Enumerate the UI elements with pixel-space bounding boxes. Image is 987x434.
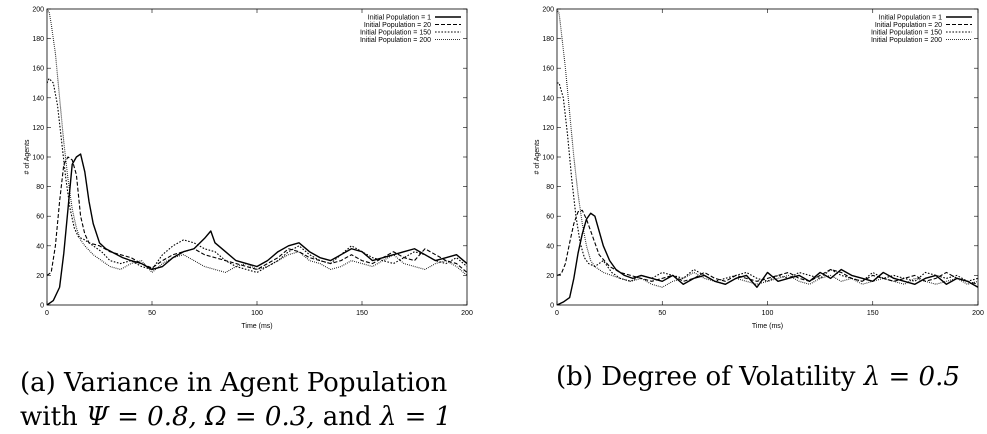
y-tick-label: 80 xyxy=(36,184,44,191)
y-tick-label: 0 xyxy=(550,303,554,310)
caption-a-psi: Ψ = 0.8, xyxy=(86,402,197,432)
x-tick-label: 0 xyxy=(45,310,49,317)
series-line-3 xyxy=(557,82,978,282)
caption-a-lambda: λ = 1 xyxy=(379,402,452,432)
series-line-2 xyxy=(47,156,467,276)
legend-label-2: Initial Population = 20 xyxy=(364,22,431,29)
y-tick-label: 200 xyxy=(542,7,554,14)
x-tick-label: 100 xyxy=(251,310,263,317)
legend-label-4: Initial Population = 200 xyxy=(871,37,942,44)
x-tick-label: 150 xyxy=(356,310,368,317)
legend-label-3: Initial Population = 150 xyxy=(360,29,431,36)
series-line-1 xyxy=(47,153,467,305)
y-tick-label: 140 xyxy=(32,95,44,102)
y-tick-label: 160 xyxy=(32,66,44,73)
y-tick-label: 0 xyxy=(40,303,44,310)
y-tick-label: 20 xyxy=(36,273,44,280)
x-tick-label: 200 xyxy=(972,310,984,317)
y-tick-label: 40 xyxy=(546,243,554,250)
y-tick-label: 160 xyxy=(542,66,554,73)
plot-frame xyxy=(556,8,979,306)
y-tick-label: 60 xyxy=(36,214,44,221)
caption-a-and: and xyxy=(322,402,372,432)
y-tick-label: 20 xyxy=(546,273,554,280)
y-tick-label: 200 xyxy=(32,7,44,14)
x-tick-label: 200 xyxy=(461,310,473,317)
y-tick-label: 120 xyxy=(32,125,44,132)
plot-frame xyxy=(46,8,468,306)
y-tick-label: 80 xyxy=(546,184,554,191)
caption-a-line1: (a) Variance in Agent Population xyxy=(20,368,448,398)
y-tick-label: 40 xyxy=(36,243,44,250)
series-line-1 xyxy=(557,212,978,305)
y-tick-label: 60 xyxy=(546,214,554,221)
series-line-4 xyxy=(47,9,467,276)
y-tick-label: 180 xyxy=(542,36,554,43)
y-tick-label: 120 xyxy=(542,125,554,132)
y-tick-label: 140 xyxy=(542,95,554,102)
legend-label-1: Initial Population = 1 xyxy=(368,14,431,21)
caption-b: (b) Degree of Volatility λ = 0.5 xyxy=(556,360,976,394)
chart-b: 0 20 40 60 80 100 120 140 160 180 200 0 50 100 150 200 T… xyxy=(534,7,984,331)
series-line-3 xyxy=(47,78,467,273)
chart-a: 0 20 40 60 80 100 120 140 160 180 200 0 50 100 150 200 T… xyxy=(24,7,473,331)
legend-label-4: Initial Population = 200 xyxy=(360,37,431,44)
x-tick-label: 0 xyxy=(555,310,559,317)
x-axis-label: Time (ms) xyxy=(241,323,272,330)
y-tick-label: 100 xyxy=(32,155,44,162)
x-axis-label: Time (ms) xyxy=(752,323,783,330)
caption-a-with: with xyxy=(20,402,78,432)
caption-a-line2: with Ψ = 0.8, Ω = 0.3, and λ = 1 xyxy=(20,400,465,434)
x-tick-label: 50 xyxy=(658,310,666,317)
y-tick-label: 180 xyxy=(32,36,44,43)
x-tick-label: 150 xyxy=(867,310,879,317)
caption-a-omega: Ω = 0.3, xyxy=(205,402,315,432)
series-line-4 xyxy=(557,9,978,288)
x-tick-label: 50 xyxy=(148,310,156,317)
x-tick-label: 100 xyxy=(762,310,774,317)
caption-b-lambda: λ = 0.5 xyxy=(863,362,960,392)
y-tick-label: 100 xyxy=(542,155,554,162)
y-axis-label: # of Agents xyxy=(24,139,31,175)
caption-b-prefix: (b) Degree of Volatility xyxy=(556,362,856,392)
y-axis-label: # of Agents xyxy=(534,139,541,175)
legend-label-3: Initial Population = 150 xyxy=(871,29,942,36)
caption-a: (a) Variance in Agent Population with Ψ … xyxy=(20,366,465,434)
legend-label-1: Initial Population = 1 xyxy=(879,14,942,21)
legend-label-2: Initial Population = 20 xyxy=(875,22,942,29)
